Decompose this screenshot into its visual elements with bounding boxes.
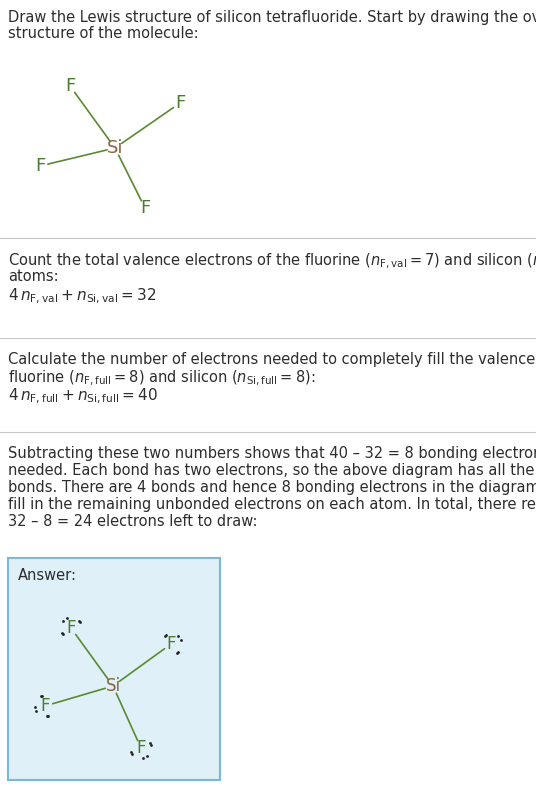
FancyBboxPatch shape xyxy=(8,558,220,780)
Text: bonds. There are 4 bonds and hence 8 bonding electrons in the diagram. Lastly,: bonds. There are 4 bonds and hence 8 bon… xyxy=(8,480,536,495)
Text: atoms:: atoms: xyxy=(8,269,58,284)
Text: Count the total valence electrons of the fluorine ($n_{\mathregular{F,val}}=7$) : Count the total valence electrons of the… xyxy=(8,252,536,271)
Text: $4\,n_{\mathregular{F,full}}+n_{\mathregular{Si,full}}=40$: $4\,n_{\mathregular{F,full}}+n_{\mathreg… xyxy=(8,387,158,406)
Text: Calculate the number of electrons needed to completely fill the valence shells f: Calculate the number of electrons needed… xyxy=(8,352,536,367)
Text: F: F xyxy=(65,77,75,95)
Text: F: F xyxy=(136,739,146,757)
Text: F: F xyxy=(66,619,76,637)
Text: F: F xyxy=(175,94,185,112)
Text: $4\,n_{\mathregular{F,val}}+n_{\mathregular{Si,val}}=32$: $4\,n_{\mathregular{F,val}}+n_{\mathregu… xyxy=(8,287,156,307)
Text: needed. Each bond has two electrons, so the above diagram has all the necessary: needed. Each bond has two electrons, so … xyxy=(8,463,536,478)
Text: Draw the Lewis structure of silicon tetrafluoride. Start by drawing the overall: Draw the Lewis structure of silicon tetr… xyxy=(8,10,536,25)
Text: F: F xyxy=(35,157,45,175)
Text: structure of the molecule:: structure of the molecule: xyxy=(8,26,199,41)
Text: Subtracting these two numbers shows that 40 – 32 = 8 bonding electrons are: Subtracting these two numbers shows that… xyxy=(8,446,536,461)
Text: F: F xyxy=(140,199,150,217)
Text: fill in the remaining unbonded electrons on each atom. In total, there remain: fill in the remaining unbonded electrons… xyxy=(8,497,536,512)
Text: Si: Si xyxy=(106,677,121,695)
Text: Answer:: Answer: xyxy=(18,568,77,583)
Text: Si: Si xyxy=(107,139,123,157)
Text: fluorine ($n_{\mathregular{F,full}}=8$) and silicon ($n_{\mathregular{Si,full}}=: fluorine ($n_{\mathregular{F,full}}=8$) … xyxy=(8,369,315,389)
Text: F: F xyxy=(166,635,176,653)
Text: F: F xyxy=(40,697,50,715)
Text: 32 – 8 = 24 electrons left to draw:: 32 – 8 = 24 electrons left to draw: xyxy=(8,514,257,529)
